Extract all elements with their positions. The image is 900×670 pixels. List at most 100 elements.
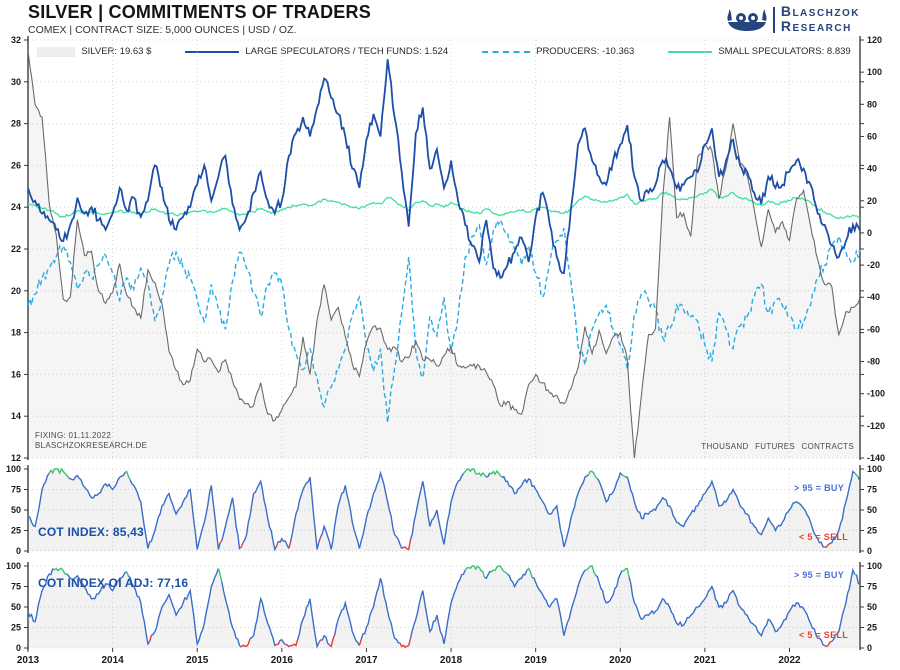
right-axis-tick-label: 120 — [867, 35, 882, 45]
left-axis-tick-label: 75 — [11, 485, 21, 495]
right-axis-tick-label: -40 — [867, 292, 880, 302]
cot-index-line — [401, 539, 412, 551]
cot-index-oi-adj-line — [320, 634, 330, 646]
cot-index-line — [587, 470, 598, 480]
legend-label-silver: SILVER: 19.63 $ — [81, 46, 152, 57]
cot-index-oi-adj-line — [276, 640, 281, 645]
year-tick-label: 2018 — [440, 655, 463, 666]
cot-index-oi-adj-line — [584, 565, 597, 576]
large-specs-swatch — [185, 50, 240, 53]
silver-swatch — [37, 46, 76, 57]
right-axis-tick-label: 0 — [867, 546, 872, 556]
units-note: THOUSAND FUTURES CONTRACTS — [701, 442, 854, 451]
left-axis-tick-label: 32 — [11, 35, 21, 45]
cot-index-line — [289, 476, 320, 550]
cot-index-oi-adj-line — [240, 638, 251, 648]
cot-index-line — [221, 497, 242, 550]
left-axis-tick-label: 100 — [6, 561, 21, 571]
right-axis-tick-label: -80 — [867, 357, 880, 367]
legend-item-large-specs: LARGE SPECULATORS / TECH FUNDS: 1.524 — [185, 46, 448, 57]
left-axis-tick-label: 24 — [11, 202, 21, 212]
cot-index-line — [501, 474, 589, 548]
cot-index-label: COT INDEX: 85,43 — [38, 525, 144, 539]
cot-index-oi-adj-line — [621, 567, 630, 578]
cot-index-oi-adj-line — [831, 567, 856, 642]
producers-swatch — [482, 50, 531, 53]
chart-legend: SILVER: 19.63 $ LARGE SPECULATORS / TECH… — [28, 46, 860, 57]
silver-area-fill — [28, 50, 860, 458]
right-axis-tick-label: -120 — [867, 421, 885, 431]
right-axis-tick-label: 60 — [867, 131, 877, 141]
right-axis-tick-label: 80 — [867, 99, 877, 109]
cot-index-line — [318, 537, 322, 543]
left-axis-tick-label: 30 — [11, 77, 21, 87]
viking-ship-icon — [727, 9, 767, 31]
cot-index-line — [829, 470, 856, 545]
right-axis-tick-label: 20 — [867, 196, 877, 206]
cot-index-line — [129, 479, 221, 550]
cot-index-oi-adj-line — [328, 634, 336, 648]
left-axis-tick-label: 100 — [6, 464, 21, 474]
right-axis-tick-label: 100 — [867, 561, 882, 571]
cot-index-oi-adj-line — [128, 575, 151, 646]
cot-index-line — [240, 542, 244, 548]
cot-index-oi-adj-line — [66, 571, 128, 600]
right-axis-tick-label: 75 — [867, 485, 877, 495]
cot-index-line — [857, 476, 861, 482]
year-tick-label: 2022 — [778, 655, 801, 666]
producers-line — [27, 218, 861, 423]
buy-threshold-note-1: > 95 = BUY — [793, 483, 844, 493]
right-axis-tick-label: 50 — [867, 602, 877, 612]
cot-index-oi-adj-line — [126, 571, 130, 577]
left-axis-tick-label: 0 — [16, 546, 21, 556]
cot-index-line — [854, 472, 859, 478]
cot-index-oi-adj-line — [285, 639, 299, 648]
cot-index-oi-adj-line — [279, 638, 286, 646]
cot-index-line — [48, 467, 70, 479]
logo-divider — [772, 7, 775, 33]
cot-index-oi-adj-line — [409, 569, 466, 645]
cot-index-area-fill — [28, 469, 860, 551]
cot-index-oi-adj-line — [507, 570, 528, 589]
cot-index-oi-adj-line — [151, 568, 220, 647]
cot-index-oi-adj-line — [221, 582, 242, 648]
cot-index-oi-adj-line — [595, 570, 623, 604]
cot-index-oi-adj-line — [464, 565, 486, 578]
year-tick-label: 2015 — [186, 655, 209, 666]
cot-index-line — [489, 469, 503, 478]
cot-index-line — [462, 468, 487, 478]
cot-index-oi-adj-line — [297, 598, 320, 649]
logo-line-1: BLASCHZOK — [780, 3, 860, 19]
left-axis-tick-label: 75 — [11, 582, 21, 592]
year-tick-label: 2020 — [609, 655, 632, 666]
left-axis-tick-label: 28 — [11, 119, 21, 129]
cot-index-oi-adj-line — [249, 596, 277, 647]
cot-index-line — [242, 479, 278, 552]
silver-price-line — [27, 50, 861, 459]
cot-index-line — [275, 541, 279, 547]
right-axis-tick-label: 25 — [867, 623, 877, 633]
cot-index-line — [288, 541, 292, 549]
cot-index-line — [486, 472, 491, 478]
cot-index-oi-adj-line — [52, 567, 67, 575]
right-axis-tick-label: 100 — [867, 67, 882, 77]
logo-line-2: RESEARCH — [780, 18, 852, 34]
left-axis-tick-label: 25 — [11, 623, 21, 633]
cot-index-line — [625, 476, 825, 548]
brand-logo: BLASCHZOK RESEARCH — [726, 5, 860, 35]
cot-index-oi-adj-line — [334, 600, 361, 646]
cot-index-oi-adj-line — [27, 568, 54, 623]
large-specs-line — [27, 59, 861, 280]
fixing-date: FIXING: 01.11.2022 — [35, 431, 111, 440]
cot-index-oi-adj-line — [358, 639, 362, 646]
left-axis-tick-label: 22 — [11, 244, 21, 254]
cot-index-line — [68, 472, 126, 499]
legend-label-large-specs: LARGE SPECULATORS / TECH FUNDS: 1.524 — [245, 46, 449, 57]
right-axis-tick-label: -100 — [867, 389, 885, 399]
cot-index-line — [824, 542, 831, 548]
year-tick-label: 2021 — [694, 655, 717, 666]
cot-index-oi-adj-line — [148, 635, 153, 642]
buy-threshold-note-2: > 95 = BUY — [793, 570, 844, 580]
right-axis-tick-label: -60 — [867, 324, 880, 334]
